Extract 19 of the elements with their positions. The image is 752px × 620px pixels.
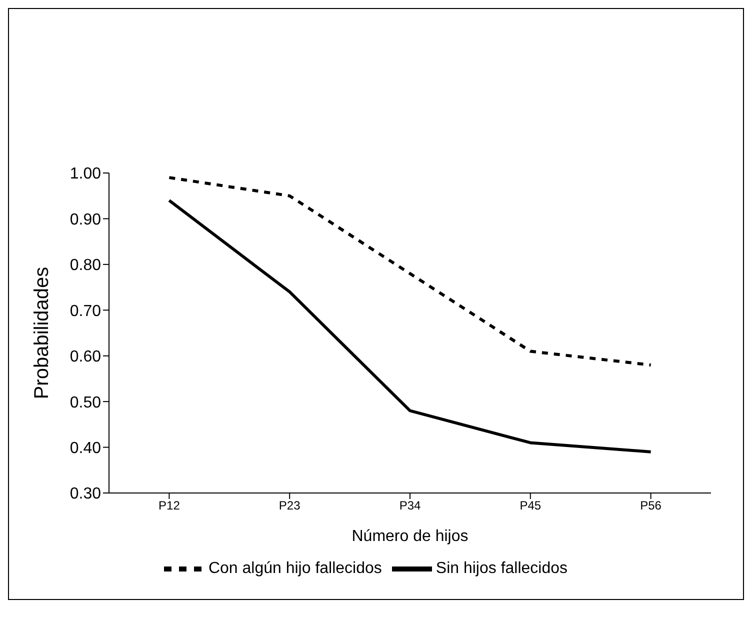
y-tick-label: 1.00 xyxy=(70,166,102,183)
x-tick-label: P56 xyxy=(640,498,662,513)
y-tick-label: 0.80 xyxy=(70,257,102,274)
y-tick-label: 0.60 xyxy=(70,348,102,366)
line-series xyxy=(168,176,652,366)
y-tick-label: 0.50 xyxy=(70,394,102,412)
y-tick-label: 0.40 xyxy=(70,440,102,457)
x-tick-label: P12 xyxy=(158,498,180,513)
y-axis-title: Probabilidades xyxy=(31,266,54,400)
x-axis-title: Número de hijos xyxy=(352,528,468,545)
y-tick-label: 0.30 xyxy=(70,486,102,503)
y-tick-label: 0.90 xyxy=(70,211,102,228)
x-tick-label: P23 xyxy=(278,498,301,513)
legend-label: Sin hijos fallecidos xyxy=(436,560,568,578)
x-tick-label: P45 xyxy=(520,498,542,513)
line-series xyxy=(168,198,652,454)
x-tick-label: P34 xyxy=(399,498,421,513)
y-tick-label: 0.70 xyxy=(70,302,102,320)
legend-label: Con algún hijo fallecidos xyxy=(208,560,382,578)
